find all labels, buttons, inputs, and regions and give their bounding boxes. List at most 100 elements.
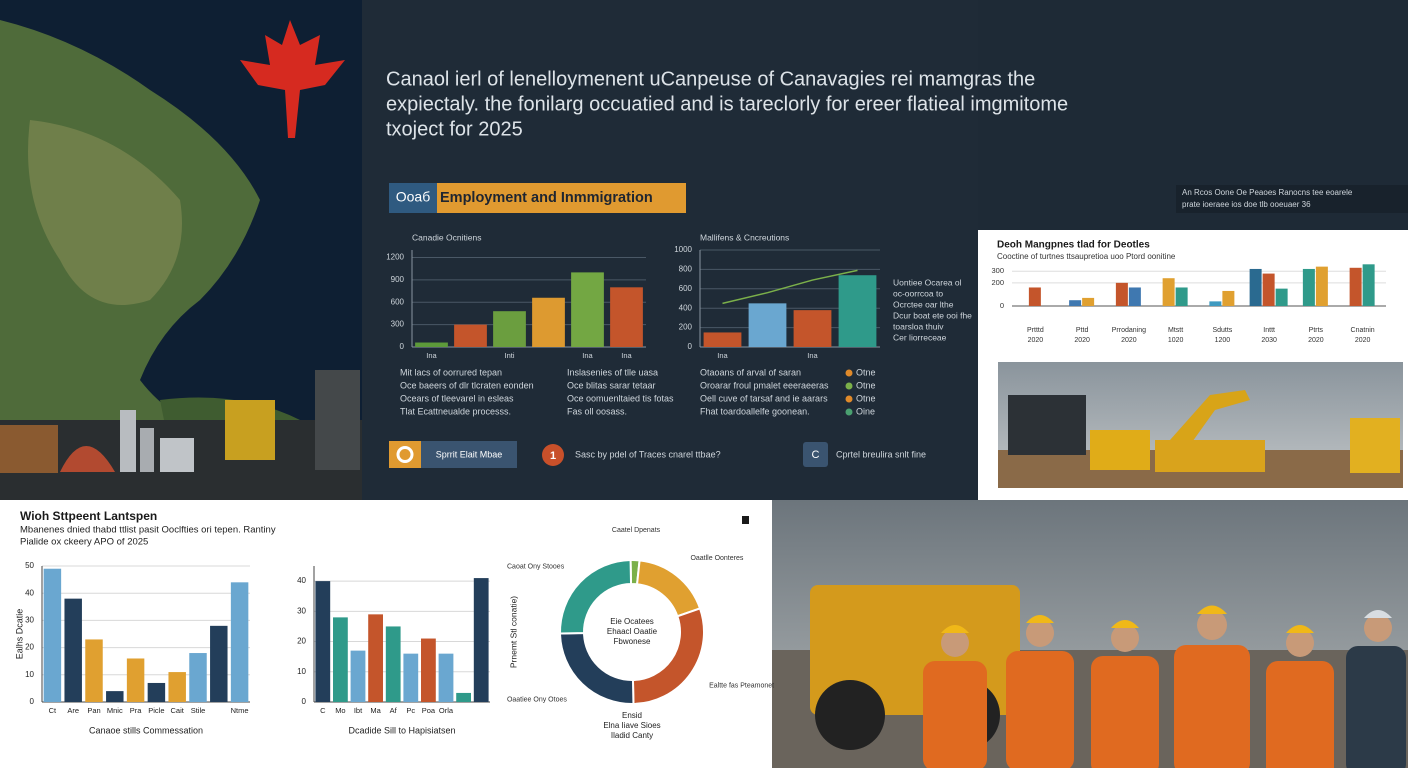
x-tick-label: Are	[67, 706, 79, 715]
bar	[230, 582, 249, 702]
x-tick-label: Pra	[130, 706, 143, 715]
legend-dot	[845, 382, 853, 390]
title-line: txoject for 2025	[386, 118, 523, 140]
body	[1174, 645, 1250, 768]
y-tick-label: 0	[302, 697, 307, 706]
x-tick-label: C	[320, 706, 326, 715]
x-tick-label: Picle	[148, 706, 164, 715]
bar	[454, 324, 487, 347]
bar	[1249, 268, 1262, 306]
y-tick-label: 1000	[674, 245, 692, 254]
bar	[1302, 268, 1315, 306]
coins	[0, 425, 58, 473]
bar	[415, 342, 448, 347]
helmet	[1197, 605, 1227, 614]
x-tick-sublabel: 1200	[1215, 337, 1231, 344]
x-tick-label: Ibt	[354, 706, 363, 715]
x-tick-label: Ina	[621, 351, 632, 360]
face	[1286, 629, 1314, 657]
x-tick-label: Mnic	[107, 706, 123, 715]
body	[1006, 651, 1074, 768]
button[interactable]	[421, 441, 517, 468]
x-tick-label: Prrodaning	[1112, 327, 1146, 334]
segment-label: Ealtte fas Pteamonet	[709, 683, 774, 690]
x-tick-label: Mo	[335, 706, 345, 715]
maple-leaf	[240, 20, 345, 138]
bar	[456, 692, 471, 702]
donut-center: Ehaacl Oaatie	[607, 627, 658, 636]
barn	[60, 446, 115, 472]
x-tick-label: Ina	[717, 351, 728, 360]
y-tick-label: 20	[25, 643, 34, 652]
bar	[126, 658, 145, 702]
panel-subtitle: Mbanenes dnied thabd ttlist pasit Ooclft…	[20, 525, 276, 536]
bar	[64, 598, 82, 702]
bar	[368, 614, 383, 702]
x-tick-label: Ina	[807, 351, 818, 360]
note-line: Oroarar froul pmalet eeeraeeras	[700, 380, 829, 390]
machine	[225, 400, 275, 460]
x-tick-sublabel: 2020	[1121, 337, 1137, 344]
legend-label: Otne	[856, 367, 876, 377]
top-right-note: prate ioeraee ios doe tlb ooeuaer 36	[1182, 200, 1311, 209]
workers	[923, 605, 1406, 768]
x-tick-label: Mtstt	[1168, 327, 1183, 334]
button-icon[interactable]	[389, 441, 421, 468]
button-icon-label: C	[812, 449, 820, 461]
segment-label: Caatel Dpenats	[612, 527, 661, 534]
photo-machine	[1350, 418, 1400, 473]
panel-title: Deoh Mangpnes tlad for Deotles	[997, 240, 1150, 251]
bar	[385, 626, 401, 702]
note-line: Mit lacs of oorrured tepan	[400, 367, 502, 377]
y-tick-label: 400	[679, 303, 693, 312]
face	[1197, 610, 1227, 640]
side-note: Dcur boat ete ooi fhe	[893, 310, 972, 320]
worker	[923, 625, 987, 768]
x-tick-label: Sdutts	[1212, 327, 1232, 334]
panel-title: Wioh Sttpeent Lantspen	[20, 509, 157, 523]
y-axis-label: Ealhs Dcatie	[14, 609, 24, 660]
chart-title: Canadie Ocnitiens	[412, 232, 481, 242]
note-line: Otaoans of arval of saran	[700, 367, 801, 377]
helmet	[941, 625, 969, 633]
button-icon[interactable]	[803, 442, 828, 467]
worker	[1091, 620, 1159, 768]
bar	[1275, 288, 1288, 306]
x-tick-label: Cnatnin	[1351, 327, 1375, 334]
note-line: Oce oomuenltaied tis fotas	[567, 393, 674, 403]
donut-center: Eie Ocatees	[610, 617, 654, 626]
truck-wheel	[815, 680, 885, 750]
bar	[493, 311, 526, 347]
banner-tag: Ооаб	[396, 189, 430, 205]
x-axis-label: Canaoe stills Commessation	[89, 725, 203, 735]
bar	[333, 617, 348, 702]
y-tick-label: 30	[25, 616, 34, 625]
title-line: expiectaly. the fonilarg occuatied and i…	[386, 93, 1068, 115]
side-note: toarsloa thuiv	[893, 321, 944, 331]
bar	[571, 272, 604, 347]
bar	[1028, 287, 1041, 306]
x-tick-label: Prtttd	[1027, 327, 1044, 334]
x-tick-label: Pan	[87, 706, 100, 715]
bar	[315, 581, 331, 702]
x-tick-sublabel: 2020	[1308, 337, 1324, 344]
x-tick-sublabel: 2020	[1074, 337, 1090, 344]
bar	[793, 310, 832, 347]
y-tick-label: 30	[297, 606, 306, 615]
y-tick-label: 800	[679, 265, 693, 274]
photo-machine	[1155, 440, 1265, 472]
legend-label: Otne	[856, 393, 876, 403]
bar	[350, 650, 366, 702]
side-note: Uontiee Ocarea ol	[893, 277, 962, 287]
x-tick-label: Ct	[49, 706, 57, 715]
face	[1364, 614, 1392, 642]
bar	[610, 287, 643, 347]
button-label: Sprrit Elait Mbae	[436, 449, 503, 459]
banner-tag-bg	[389, 183, 437, 213]
bar	[1115, 282, 1128, 306]
note-line: Tlat Ecattneualde processs.	[400, 406, 511, 416]
y-tick-label: 0	[400, 342, 405, 351]
segment-label: Oaatlle Oonteres	[690, 555, 743, 562]
button-icon[interactable]	[542, 444, 564, 466]
